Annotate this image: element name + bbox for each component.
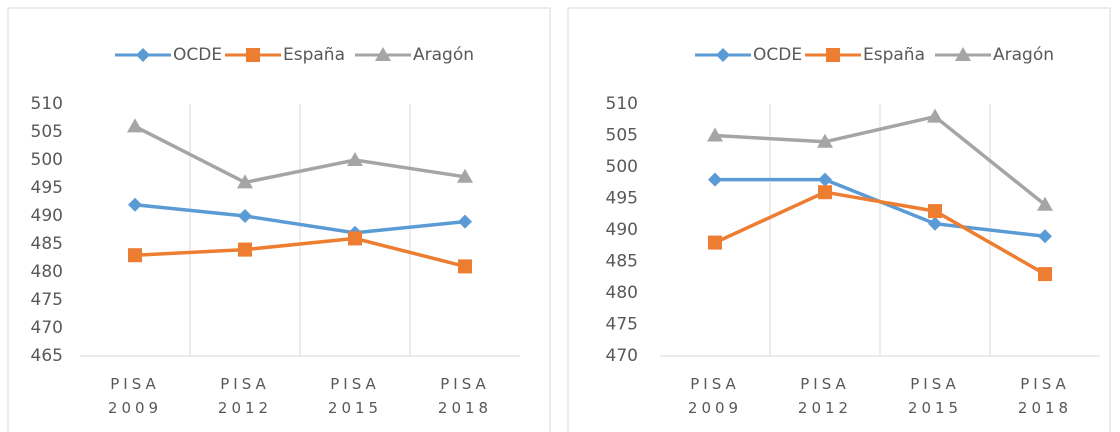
marker — [237, 174, 253, 189]
y-tick-label: 510 — [31, 94, 63, 114]
series-line — [714, 190, 1046, 276]
x-tick-label: PISA 2018 — [1018, 375, 1072, 417]
y-tick-label: 480 — [31, 262, 63, 282]
marker — [1037, 196, 1053, 211]
marker — [818, 172, 832, 187]
legend-marker — [826, 48, 840, 62]
marker — [238, 242, 252, 257]
legend-label: Aragón — [413, 45, 474, 65]
y-tick-label: 495 — [606, 189, 638, 209]
y-tick-label: 490 — [606, 220, 638, 240]
legend-label: OCDE — [753, 45, 802, 65]
marker — [818, 185, 832, 200]
x-tick-label: PISA 2012 — [798, 375, 852, 417]
legend-marker — [136, 48, 150, 62]
marker — [458, 259, 472, 274]
x-tick-label: PISA 2015 — [328, 375, 382, 417]
y-tick-label: 470 — [31, 318, 63, 338]
marker — [128, 197, 142, 212]
series-line — [134, 124, 466, 185]
x-tick-label: PISA 2015 — [908, 375, 962, 417]
y-tick-label: 505 — [606, 126, 638, 146]
y-tick-label: 480 — [606, 283, 638, 303]
y-tick-label: 475 — [606, 315, 638, 335]
marker — [708, 172, 722, 187]
legend-marker — [716, 48, 730, 62]
y-tick-label: 485 — [31, 234, 63, 254]
marker — [927, 108, 943, 123]
marker — [127, 118, 143, 133]
series-line — [134, 203, 466, 235]
legend-marker — [375, 47, 391, 61]
y-tick-label: 500 — [606, 157, 638, 177]
legend-marker — [955, 47, 971, 61]
legend-label: España — [283, 45, 345, 65]
y-tick-label: 495 — [31, 178, 63, 198]
marker — [348, 231, 362, 246]
legend-label: OCDE — [173, 45, 222, 65]
chart-frame — [567, 7, 1111, 432]
x-tick-label: PISA 2009 — [688, 375, 742, 417]
y-tick-label: 510 — [606, 94, 638, 114]
y-tick-label: 485 — [606, 252, 638, 272]
legend-label: España — [863, 45, 925, 65]
marker — [707, 127, 723, 142]
y-tick-label: 490 — [31, 206, 63, 226]
x-tick-label: PISA 2009 — [108, 375, 162, 417]
marker — [1038, 267, 1052, 282]
marker — [817, 133, 833, 148]
series-line — [134, 236, 466, 269]
marker — [457, 168, 473, 183]
marker — [238, 209, 252, 223]
series-line — [714, 114, 1047, 207]
y-tick-label: 500 — [31, 150, 63, 170]
marker — [1038, 229, 1052, 244]
legend-marker — [246, 48, 260, 62]
y-tick-label: 475 — [31, 290, 63, 310]
marker — [347, 152, 363, 166]
marker — [128, 248, 142, 263]
x-tick-label: PISA 2012 — [218, 375, 272, 417]
y-tick-label: 505 — [31, 122, 63, 142]
x-tick-label: PISA 2018 — [438, 375, 492, 417]
legend-label: Aragón — [993, 45, 1054, 65]
marker — [928, 204, 942, 219]
y-tick-label: 465 — [31, 346, 63, 366]
marker — [708, 235, 722, 250]
marker — [928, 216, 942, 231]
y-tick-label: 470 — [606, 346, 638, 366]
marker — [458, 214, 472, 229]
